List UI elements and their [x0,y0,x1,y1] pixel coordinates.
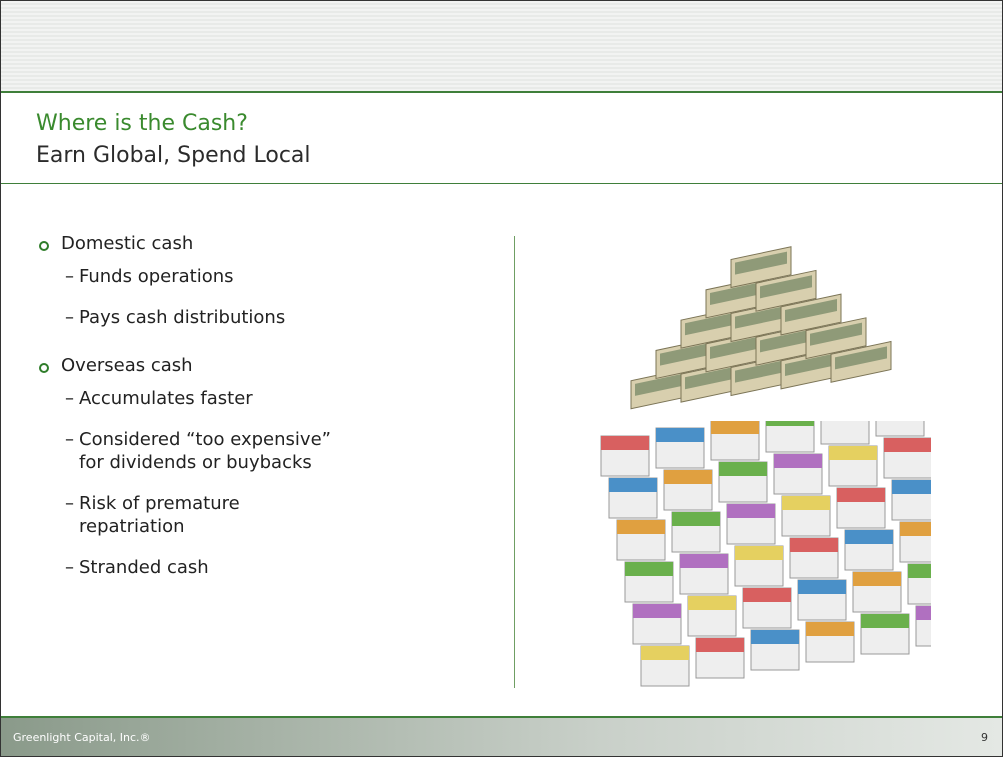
bill-stack [916,606,931,620]
bill-stack [685,312,737,336]
bill-stack [696,638,744,652]
bill-stack [688,596,736,610]
bill-stack [884,438,931,452]
bill-stack [660,342,712,366]
title: Where is the Cash? [36,111,248,136]
sub-bullet: Risk of premature repatriation [65,492,339,538]
header-band [1,1,1002,93]
bullet-list: Domestic cash Funds operations Pays cash… [39,233,429,605]
bill-stack [751,630,799,644]
bill-stack [820,421,870,445]
sub-bullet: Considered “too expensive” for dividends… [65,428,339,474]
footer-company: Greenlight Capital, Inc.® [13,731,151,744]
bill-stack [853,572,901,586]
bill-stack [835,346,887,370]
bill-stack [900,522,931,536]
bill-stack [861,614,909,628]
bill-stack [875,421,925,437]
bill-stack [609,478,657,492]
bill-stack [798,580,846,594]
bill-stack [735,546,783,560]
bill-stack [711,421,759,434]
bill-stack [641,646,689,660]
bullet: Domestic cash [39,233,429,254]
sub-bullet: Funds operations [65,265,339,288]
bill-stack [680,554,728,568]
column-divider [514,236,515,688]
bill-stack [908,564,931,578]
page-number: 9 [981,731,988,744]
bill-stack [810,322,862,346]
bill-stack [633,604,681,618]
bill-stack [601,436,649,450]
bill-stack [806,622,854,636]
bill-stack [735,305,787,329]
bill-stack [760,329,812,353]
bill-stack [710,335,762,359]
bill-stack [672,512,720,526]
bill-stack [685,366,737,390]
sub-bullet: Accumulates faster [65,387,339,410]
subtitle: Earn Global, Spend Local [36,143,311,168]
bill-stack [617,520,665,534]
euro-stack-image [600,421,931,687]
bill-stack [892,480,931,494]
bill-stack [735,359,787,383]
bill-stack [785,298,837,323]
bill-stack [790,538,838,552]
bill-stack [743,588,791,602]
bill-stack [710,281,762,305]
bill-stack [845,530,893,544]
bill-stack [785,352,837,377]
bill-stack [656,428,704,442]
footer: Greenlight Capital, Inc.® 9 [1,716,1002,756]
bill-stack [774,454,822,468]
divider [1,183,1002,184]
bill-stack [719,462,767,476]
bill-stack [735,251,787,275]
dollar-stack-image [630,246,892,410]
bill-stack [765,421,815,453]
bill-stack [829,446,877,460]
bill-stack [625,562,673,576]
bullet-group: Domestic cash Funds operations Pays cash… [39,233,429,329]
bullet-group: Overseas cash Accumulates faster Conside… [39,355,429,579]
bill-stack [782,496,830,510]
bill-stack [766,421,814,426]
bullet: Overseas cash [39,355,429,376]
bill-stack [635,372,687,396]
bill-stack [837,488,885,502]
sub-bullet: Stranded cash [65,556,339,579]
sub-bullet: Pays cash distributions [65,306,339,329]
bill-stack [727,504,775,518]
bill-stack [760,275,812,299]
bill-stack [664,470,712,484]
